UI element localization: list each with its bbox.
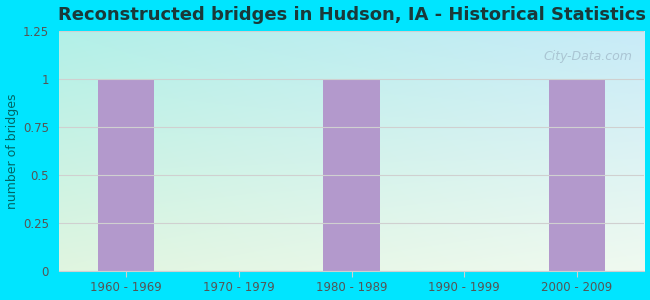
- Title: Reconstructed bridges in Hudson, IA - Historical Statistics: Reconstructed bridges in Hudson, IA - Hi…: [57, 6, 645, 24]
- Bar: [98, 79, 154, 271]
- Bar: [323, 79, 380, 271]
- Y-axis label: number of bridges: number of bridges: [6, 93, 19, 208]
- Bar: [549, 79, 605, 271]
- Text: City-Data.com: City-Data.com: [544, 50, 632, 63]
